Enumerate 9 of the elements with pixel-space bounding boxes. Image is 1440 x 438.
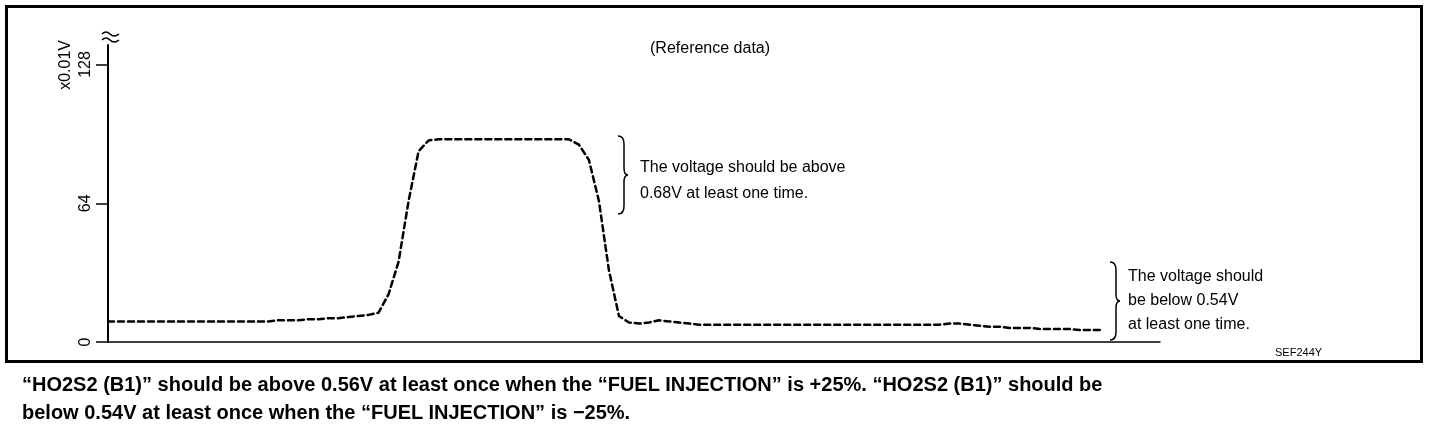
- y-tick-label: 64: [75, 194, 93, 213]
- annotation: The voltage should be below 0.54V at least one time.: [1128, 266, 1264, 332]
- text: “HO2S2 (B1)” should be above 0.56V at least once when the “FUEL INJECTION” is +25%. “HO2S2 (B1)” should be below 0.54V at least once when the “FUEL INJECTION” is −25%.: [22, 372, 1104, 425]
- y-tick-label: 0: [75, 337, 93, 347]
- chart-title: (Reference data): [650, 38, 771, 56]
- y-axis-title: x0.01V: [55, 39, 73, 90]
- y-tick-label: 128: [75, 51, 93, 78]
- annotation: The voltage should be above 0.68V at least one time.: [640, 157, 846, 201]
- text: SEF244Y: [1275, 346, 1323, 358]
